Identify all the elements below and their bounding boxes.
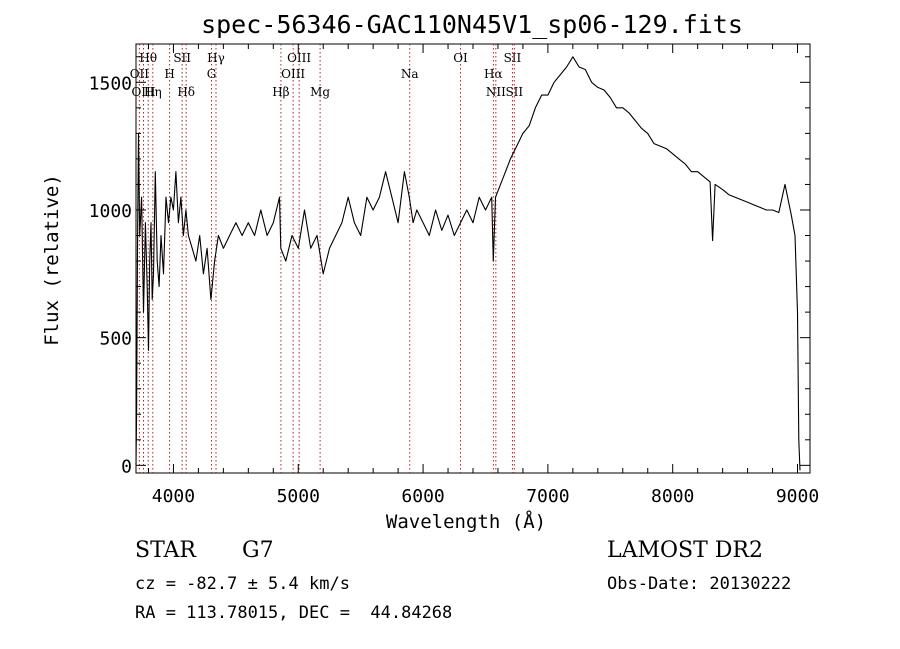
line-label-6: Hδ (177, 85, 195, 99)
subclass-label: G7 (242, 538, 274, 563)
line-label-1: OII (130, 67, 150, 81)
x-tick-label: 7000 (526, 486, 569, 507)
chart-title: spec-56346-GAC110N45V1_sp06-129.fits (201, 10, 743, 39)
y-axis-label: Flux (relative) (41, 174, 63, 346)
y-tick-label: 1500 (89, 73, 132, 94)
x-axis-label: Wavelength (Å) (386, 510, 546, 533)
line-label-18: SII (505, 85, 523, 99)
x-tick-label: 4000 (152, 486, 195, 507)
obs-date-text: Obs-Date: 20130222 (607, 574, 792, 594)
line-label-10: OIII (281, 67, 305, 81)
line-label-17: SII (504, 51, 522, 65)
coordinates-text: RA = 113.78015, DEC = 44.84268 (135, 603, 453, 623)
line-label-12: Mg (310, 85, 330, 99)
line-label-3: Hη (144, 85, 162, 99)
line-label-2: OIII (131, 85, 155, 99)
y-tick-label: 0 (121, 456, 132, 477)
y-tick-label: 500 (99, 329, 132, 350)
line-label-5: H (164, 67, 174, 81)
line-label-16: NII (486, 85, 506, 99)
spectrum-series-line (135, 56, 801, 471)
line-label-15: Hα (484, 67, 503, 81)
line-label-13: Na (401, 67, 419, 81)
line-label-8: G (207, 67, 217, 81)
x-tick-label: 6000 (401, 486, 444, 507)
y-tick-label: 1000 (89, 201, 132, 222)
line-label-0: Hθ (139, 51, 157, 65)
x-tick-label: 5000 (277, 486, 320, 507)
x-tick-label: 8000 (651, 486, 694, 507)
line-label-7: Hγ (207, 51, 225, 65)
axis-ticks: 4000 5000 6000 7000 8000 9000 0 500 1000 1500 (89, 44, 819, 507)
survey-label: LAMOST DR2 (607, 538, 763, 563)
line-label-4: SII (173, 51, 191, 65)
redshift-text: cz = -82.7 ± 5.4 km/s (135, 574, 350, 594)
x-tick-label: 9000 (776, 486, 819, 507)
line-label-14: OI (453, 51, 468, 65)
line-label-9: OIII (287, 51, 311, 65)
class-label: STAR (135, 538, 196, 563)
plot-frame (135, 43, 811, 474)
line-label-11: Hβ (272, 85, 289, 99)
